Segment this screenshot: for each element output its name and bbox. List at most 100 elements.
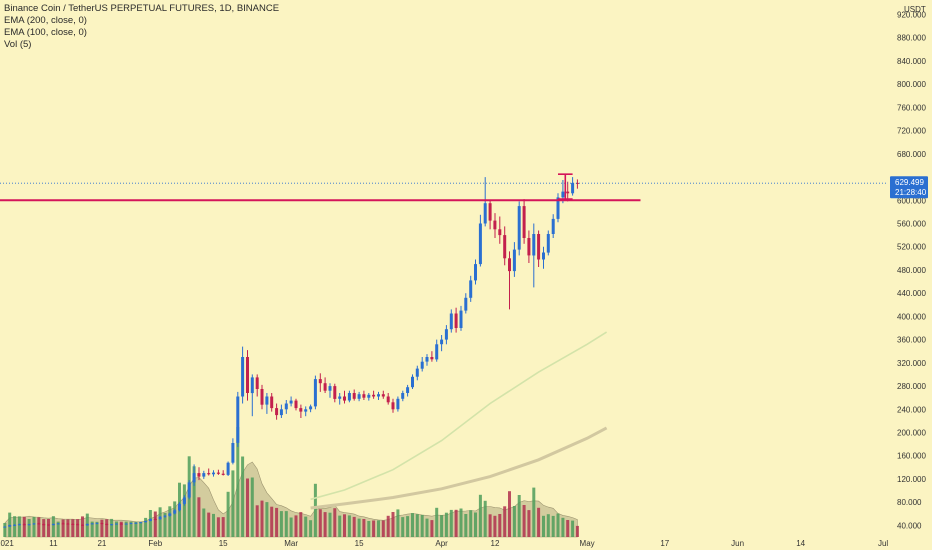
candle [265, 393, 269, 414]
volume-ma-area [4, 461, 578, 538]
volume-bar [95, 521, 99, 537]
volume-bar [527, 510, 531, 537]
candle [377, 391, 380, 400]
volume-bar [381, 520, 385, 537]
volume-bar [333, 508, 337, 537]
candle [546, 230, 550, 256]
candle [571, 177, 575, 196]
volume-bar [474, 512, 477, 537]
volume-bar [328, 512, 332, 537]
volume-bar [226, 491, 230, 537]
volume-bar [503, 506, 507, 537]
candle-body [401, 393, 405, 399]
candle [56, 523, 60, 525]
candle [246, 350, 249, 401]
candle-body [173, 510, 177, 514]
candle-body [435, 344, 439, 360]
volume-bar [367, 521, 371, 537]
time-tick: Jul [878, 539, 888, 548]
candle-body [367, 394, 371, 398]
candle-body [207, 473, 211, 475]
volume-bar [61, 519, 65, 537]
time-tick: Mar [284, 539, 298, 548]
candle-body [381, 394, 385, 397]
candle-body [328, 386, 332, 391]
candle [532, 223, 536, 288]
candle-body [134, 522, 138, 524]
candle [187, 480, 191, 500]
candle [47, 524, 50, 526]
candle [260, 384, 264, 410]
time-axis[interactable]: 2021 11 21 Feb 15 Mar 15 Apr 12 May 17 Jun 14 Jul [0, 539, 888, 548]
volume-bar [338, 515, 342, 537]
candle-body [444, 329, 448, 340]
volume-bar [279, 511, 283, 537]
candle [537, 230, 541, 267]
candle [483, 177, 487, 227]
price-axis[interactable]: USDT 40.000 80.000 120.000 160.000 200.000 240… [890, 5, 928, 530]
volume-bar [323, 512, 327, 537]
volume-bar [100, 519, 104, 537]
candle [517, 201, 521, 256]
price-tick: 600.000 [897, 196, 926, 205]
candle-body [51, 523, 55, 526]
candle [168, 512, 172, 517]
candle-body [182, 497, 186, 504]
candle [76, 523, 80, 526]
candle-body [478, 223, 482, 265]
volume-bar [270, 506, 274, 537]
time-tick: Jun [731, 539, 744, 548]
volume-bar [173, 501, 177, 537]
volume-bar [556, 513, 560, 537]
last-price-value: 629.499 [895, 178, 924, 187]
volume-bar [498, 514, 502, 537]
symbol-title: Binance Coin / TetherUS PERPETUAL FUTURE… [4, 3, 280, 14]
volume-bar [158, 507, 162, 537]
candle [13, 524, 17, 526]
candle-body [566, 191, 570, 194]
candle-body [323, 383, 327, 391]
candle-body [347, 393, 351, 401]
candle [32, 523, 36, 525]
chart-legend: Binance Coin / TetherUS PERPETUAL FUTURE… [4, 3, 279, 51]
volume-bar [415, 514, 419, 537]
candle-body [498, 229, 502, 236]
candle [362, 390, 366, 400]
volume-bar [483, 500, 487, 537]
volume-bar [425, 518, 429, 537]
volume-bar [571, 520, 575, 537]
candle [488, 200, 492, 230]
volume-bar [212, 513, 215, 537]
volume-bar [493, 515, 497, 537]
candle [435, 339, 439, 362]
volume-bar [391, 512, 395, 537]
candle [182, 495, 186, 506]
volume-bar [202, 508, 206, 537]
candle-body [236, 396, 240, 443]
price-tick: 400.000 [897, 312, 926, 321]
candle [17, 523, 21, 526]
candle-body [309, 406, 313, 410]
candle-body [304, 409, 308, 412]
candle [105, 523, 109, 526]
candle-body [464, 297, 468, 311]
volume-bar [517, 495, 521, 537]
candle-body [100, 523, 104, 525]
candle-body [430, 357, 434, 360]
volume-bar [56, 521, 60, 537]
candle-body [440, 339, 444, 345]
candle [542, 246, 545, 269]
time-tick: Feb [148, 539, 162, 548]
volume-bar [236, 427, 240, 537]
candle [284, 400, 288, 414]
candle [226, 461, 230, 476]
candle [27, 523, 31, 526]
volume-bar [566, 520, 570, 537]
price-tick: 880.000 [897, 34, 926, 43]
candle [231, 438, 235, 465]
price-tick: 920.000 [897, 11, 926, 20]
candle-body [556, 197, 560, 219]
